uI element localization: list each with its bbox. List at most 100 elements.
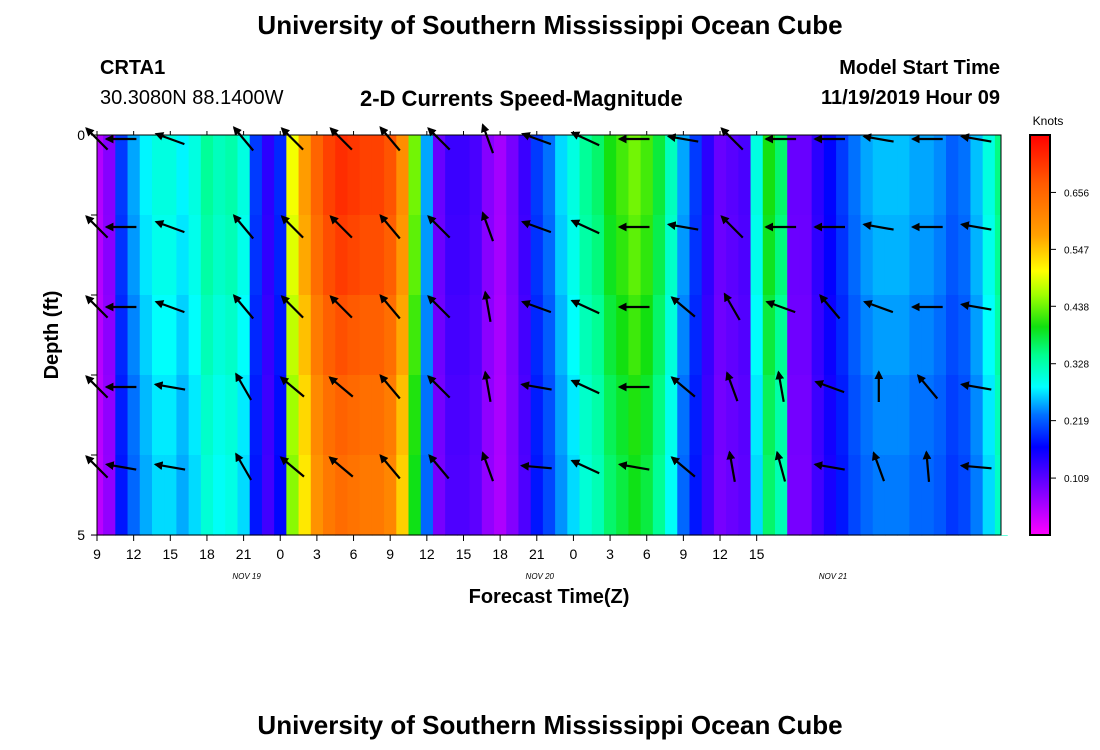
heatmap-cell xyxy=(286,455,300,536)
heatmap-cell xyxy=(836,455,849,536)
heatmap-cell xyxy=(603,135,617,216)
heatmap-cell xyxy=(677,375,691,456)
heatmap-cell xyxy=(188,135,202,216)
current-vector xyxy=(481,123,495,154)
heatmap-cell xyxy=(432,215,446,296)
heatmap-cell xyxy=(628,455,642,536)
heatmap-cell xyxy=(139,375,153,456)
current-vector xyxy=(814,380,845,394)
heatmap-cell xyxy=(420,455,434,536)
x-tick-label: 15 xyxy=(163,546,179,562)
heatmap-cell xyxy=(494,295,507,376)
current-vector xyxy=(765,300,796,314)
heatmap-cell xyxy=(323,295,336,376)
heatmap-cell xyxy=(213,215,226,296)
heatmap-cell xyxy=(823,295,837,376)
heatmap-cell xyxy=(225,375,239,456)
heatmap-cell xyxy=(359,135,373,216)
current-vector xyxy=(232,126,255,152)
heatmap-cell xyxy=(836,295,849,376)
heatmap-cell xyxy=(323,375,336,456)
heatmap-cell xyxy=(567,375,581,456)
x-tick-label: 6 xyxy=(643,546,651,562)
heatmap-cell xyxy=(762,215,776,296)
heatmap-cell xyxy=(603,295,617,376)
heatmap-cell xyxy=(469,295,483,376)
colorbar-tick-label: 0.109 xyxy=(1064,474,1089,485)
heatmap-cell xyxy=(555,215,568,296)
heatmap-cell xyxy=(420,215,434,296)
heatmap-cell xyxy=(762,375,776,456)
heatmap-cell xyxy=(494,375,507,456)
current-vector xyxy=(666,221,699,231)
heatmap-cell xyxy=(420,295,434,376)
heatmap-cell xyxy=(738,215,752,296)
heatmap-cell xyxy=(823,375,837,456)
heatmap-cell xyxy=(848,375,862,456)
heatmap-cell xyxy=(933,455,947,536)
heatmap-cell xyxy=(494,135,507,216)
current-vector xyxy=(482,370,492,402)
heatmap-cell xyxy=(860,215,874,296)
plot-margin-mask xyxy=(0,135,97,535)
heatmap-cell xyxy=(811,295,825,376)
x-tick-label: 15 xyxy=(749,546,765,562)
current-vector xyxy=(862,133,894,143)
heatmap-cell xyxy=(970,135,984,216)
current-vector xyxy=(104,461,137,471)
heatmap-cell xyxy=(310,375,324,456)
current-vector xyxy=(328,456,354,478)
heatmap-cell xyxy=(457,135,471,216)
heatmap-cell xyxy=(713,215,727,296)
heatmap-cell xyxy=(652,295,666,376)
heatmap-cell xyxy=(323,135,336,216)
heatmap-cell xyxy=(188,295,202,376)
heatmap-cell xyxy=(213,295,226,376)
current-vector xyxy=(726,450,736,482)
heatmap-cell xyxy=(616,455,630,536)
x-tick-label: 12 xyxy=(419,546,435,562)
heatmap-cell xyxy=(530,135,544,216)
x-tick-label: 6 xyxy=(350,546,358,562)
heatmap-cell xyxy=(249,375,263,456)
current-vector xyxy=(922,450,932,482)
heatmap-cell xyxy=(921,135,935,216)
current-vector xyxy=(720,215,744,239)
heatmap-cell xyxy=(445,215,458,296)
current-vector xyxy=(670,456,696,478)
current-vector xyxy=(617,461,650,471)
current-vector xyxy=(427,127,451,151)
heatmap-cell xyxy=(787,375,801,456)
current-vector xyxy=(154,300,185,314)
heatmap-cell xyxy=(164,455,178,536)
current-vector xyxy=(279,456,305,478)
current-vector xyxy=(720,127,744,151)
heatmap-cell xyxy=(469,215,483,296)
heatmap-cell xyxy=(591,215,605,296)
heatmap-cell xyxy=(384,295,397,376)
x-tick-label: 18 xyxy=(492,546,508,562)
heatmap-cell xyxy=(481,375,495,456)
heatmap-cell xyxy=(603,375,617,456)
heatmap-cell xyxy=(775,375,788,456)
current-vector xyxy=(153,381,186,391)
heatmap-cell xyxy=(530,375,544,456)
heatmap-cell xyxy=(200,295,214,376)
heatmap-cell xyxy=(494,215,507,296)
heatmap-cell xyxy=(872,215,886,296)
heatmap-cell xyxy=(652,215,666,296)
heatmap-cell xyxy=(665,215,678,296)
model-start-label: Model Start Time xyxy=(839,57,1000,79)
heatmap-cell xyxy=(127,135,141,216)
y-tick-label: 5 xyxy=(77,527,85,543)
heatmap-cell xyxy=(469,375,483,456)
heatmap-cell xyxy=(860,135,874,216)
heatmap-cell xyxy=(432,295,446,376)
current-vector xyxy=(570,379,600,395)
current-vector xyxy=(280,127,304,151)
heatmap-cell xyxy=(591,455,605,536)
heatmap-cell xyxy=(652,375,666,456)
current-vector xyxy=(960,301,992,311)
heatmap-cell xyxy=(396,455,410,536)
heatmap-cell xyxy=(164,375,178,456)
